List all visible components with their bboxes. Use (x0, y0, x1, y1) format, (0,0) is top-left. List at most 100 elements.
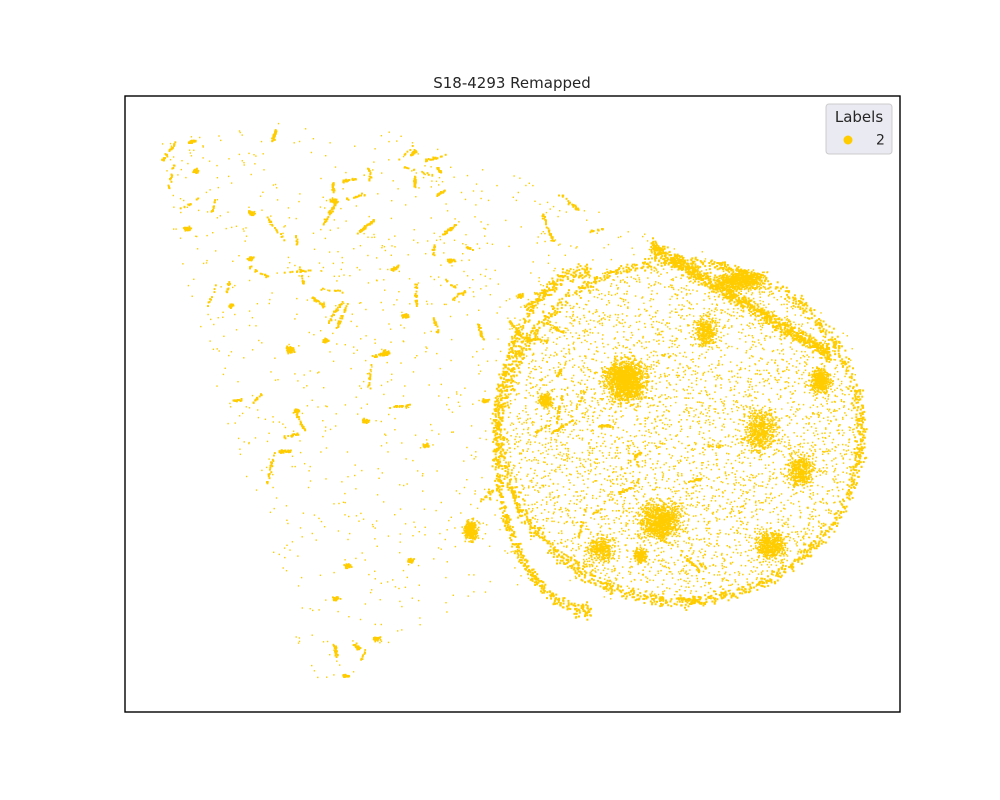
data-point (307, 486, 310, 489)
data-point (454, 545, 457, 548)
data-point (608, 372, 611, 375)
data-point (757, 527, 759, 530)
data-point (241, 134, 243, 136)
data-point (248, 442, 250, 445)
data-point (504, 550, 506, 552)
data-point (400, 135, 402, 137)
data-point (453, 225, 456, 228)
data-point (556, 421, 558, 423)
data-point (381, 354, 384, 357)
data-point (478, 324, 480, 327)
data-point (809, 309, 811, 312)
data-point (836, 522, 839, 525)
data-point (440, 171, 442, 174)
data-point (407, 564, 410, 566)
data-point (430, 275, 432, 278)
data-point (315, 539, 317, 541)
data-point (795, 300, 798, 303)
data-point (318, 517, 320, 520)
data-point (202, 146, 204, 148)
data-point (519, 491, 522, 494)
data-point (304, 429, 307, 432)
data-point (334, 648, 337, 651)
data-point (412, 153, 414, 156)
data-point (550, 235, 553, 238)
data-point (348, 515, 350, 518)
data-point (215, 250, 217, 252)
data-point (805, 301, 808, 304)
data-point (756, 583, 759, 586)
data-point (791, 406, 793, 408)
data-point (583, 210, 586, 212)
data-point (859, 438, 862, 441)
data-point (804, 548, 806, 551)
data-point (320, 177, 322, 180)
data-point (415, 196, 417, 198)
data-point (323, 303, 325, 306)
data-point (341, 315, 344, 317)
data-point (603, 279, 605, 282)
data-point (516, 357, 518, 360)
data-point (443, 189, 446, 192)
data-point (390, 341, 392, 343)
data-point (785, 319, 787, 321)
data-point (553, 270, 555, 272)
data-point (849, 380, 852, 383)
data-point (833, 376, 835, 378)
data-point (465, 246, 468, 249)
data-point (417, 242, 419, 244)
data-point (232, 260, 234, 262)
data-point (547, 551, 549, 554)
data-point (285, 347, 288, 349)
data-point (365, 359, 367, 362)
data-point (391, 268, 394, 270)
data-point (605, 590, 608, 592)
data-point (319, 206, 322, 208)
data-point (552, 431, 554, 434)
data-point (804, 351, 806, 353)
data-point (681, 551, 683, 553)
data-point (616, 292, 618, 295)
data-point (422, 473, 424, 475)
data-point (376, 355, 378, 358)
data-point (195, 198, 198, 201)
data-point (637, 479, 639, 482)
data-point (445, 303, 447, 306)
data-point (567, 555, 570, 558)
data-point (193, 149, 195, 151)
data-point (436, 193, 439, 196)
data-point (333, 219, 335, 221)
data-point (738, 572, 741, 574)
data-point (691, 447, 693, 450)
data-point (558, 329, 560, 332)
data-point (430, 423, 432, 426)
data-point (320, 228, 322, 231)
data-point (562, 399, 564, 401)
data-point (842, 332, 844, 334)
data-point (398, 406, 401, 408)
data-point (413, 181, 416, 184)
data-point (675, 337, 677, 339)
data-point (423, 508, 426, 510)
data-point (552, 341, 555, 343)
data-point (445, 602, 447, 604)
data-point (497, 397, 499, 400)
data-point (479, 327, 482, 329)
data-point (289, 549, 291, 551)
data-point (347, 538, 349, 541)
data-point (560, 330, 563, 333)
data-point (504, 402, 507, 405)
data-point (190, 155, 193, 157)
data-point (411, 597, 413, 599)
data-point (173, 228, 175, 230)
data-point (326, 676, 328, 678)
data-point (269, 464, 272, 467)
data-point (842, 362, 845, 365)
data-point (799, 446, 801, 448)
data-point (289, 348, 291, 350)
data-point (739, 338, 741, 340)
data-point (387, 581, 389, 583)
data-point (583, 514, 585, 516)
data-point (754, 327, 756, 329)
data-point (472, 249, 474, 251)
